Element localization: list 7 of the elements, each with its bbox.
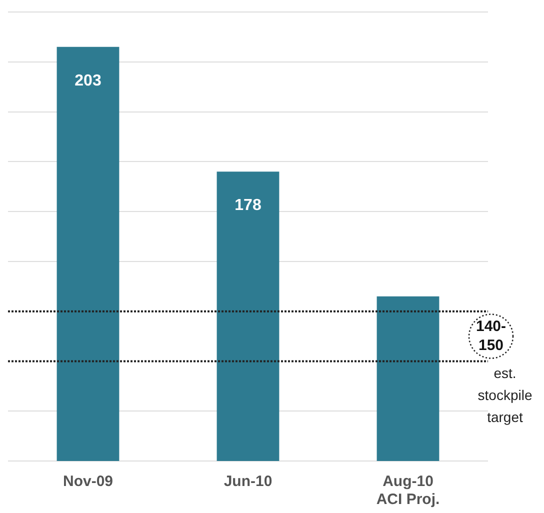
x-tick-label: Nov-09 <box>62 473 114 490</box>
data-label: 203 <box>74 72 102 90</box>
annotation: est. stockpile target <box>478 365 532 426</box>
x-tick-label: Aug-10 ACI Proj. <box>376 473 440 508</box>
data-label: 178 <box>234 197 262 214</box>
x-tick-label: Jun-10 <box>224 473 272 490</box>
annotation: 140-150 <box>476 318 506 354</box>
